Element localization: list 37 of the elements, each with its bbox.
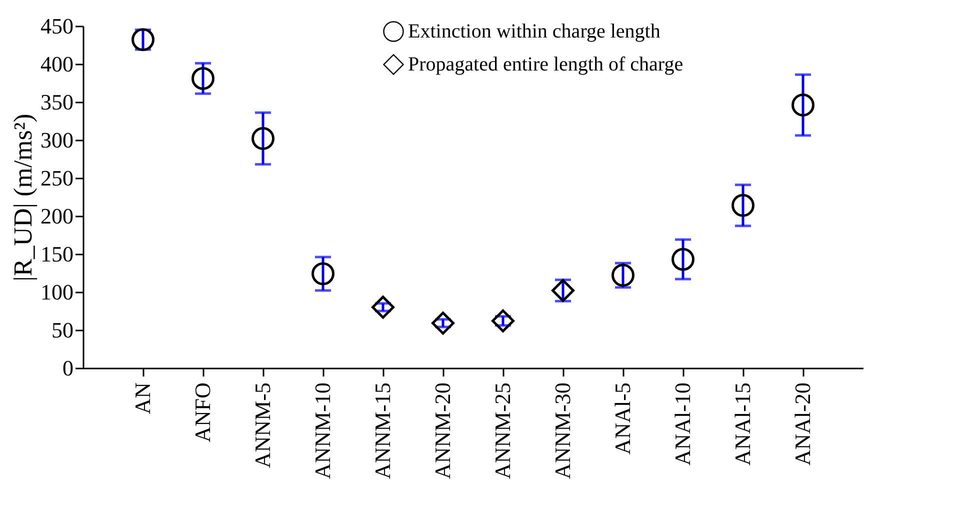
y-tick-label: 0 xyxy=(62,356,74,380)
x-tick-label: ANFO xyxy=(190,382,215,442)
y-tick-label: 450 xyxy=(40,14,74,38)
x-tick-label: ANNM-25 xyxy=(490,382,515,480)
legend-label: Extinction within charge length xyxy=(408,20,660,42)
point xyxy=(732,194,754,217)
y-tick-label: 50 xyxy=(52,318,74,342)
x-tick-label: ANAl-5 xyxy=(610,382,635,455)
y-axis-title: |R_UD| (m/ms²) xyxy=(8,114,38,282)
y-tick-label: 100 xyxy=(40,280,74,304)
x-tick-label: ANNM-5 xyxy=(250,382,275,468)
x-tick-label: AN xyxy=(130,382,155,414)
legend-label: Propagated entire length of charge xyxy=(408,54,684,76)
point xyxy=(132,28,154,52)
point xyxy=(552,278,574,302)
point xyxy=(312,262,334,286)
point xyxy=(612,264,634,287)
x-tick-label: ANNM-20 xyxy=(430,382,455,480)
y-tick-label: 300 xyxy=(40,128,74,152)
point xyxy=(252,127,274,150)
y-tick-label: 400 xyxy=(40,52,74,76)
y-tick-label: 200 xyxy=(40,204,74,228)
point xyxy=(492,309,514,332)
point xyxy=(432,312,454,335)
point xyxy=(672,248,694,271)
x-tick-label: ANNM-15 xyxy=(370,382,395,480)
x-tick-label: ANAl-20 xyxy=(790,382,815,466)
point xyxy=(372,296,394,319)
x-tick-label: ANNM-10 xyxy=(310,382,335,480)
y-tick-label: 350 xyxy=(40,90,74,114)
x-tick-label: ANNM-30 xyxy=(550,382,575,480)
y-tick-label: 150 xyxy=(40,242,74,266)
point xyxy=(792,94,814,117)
x-tick-label: ANAl-10 xyxy=(670,382,695,466)
x-tick-label: ANAl-15 xyxy=(730,382,755,466)
y-tick-label: 250 xyxy=(40,166,74,190)
point xyxy=(192,66,214,90)
